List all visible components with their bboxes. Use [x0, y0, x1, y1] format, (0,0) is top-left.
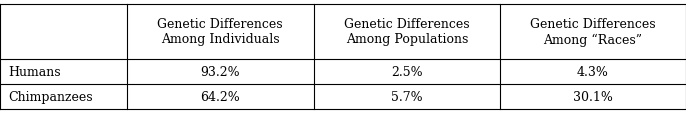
Text: 30.1%: 30.1%: [573, 90, 613, 103]
Text: 4.3%: 4.3%: [577, 65, 609, 78]
Text: 93.2%: 93.2%: [200, 65, 240, 78]
Text: Genetic Differences
Among Populations: Genetic Differences Among Populations: [344, 18, 470, 46]
Text: Genetic Differences
Among Individuals: Genetic Differences Among Individuals: [157, 18, 283, 46]
Text: Genetic Differences
Among “Races”: Genetic Differences Among “Races”: [530, 18, 656, 46]
Text: Chimpanzees: Chimpanzees: [8, 90, 93, 103]
Text: Humans: Humans: [8, 65, 61, 78]
Text: 2.5%: 2.5%: [391, 65, 423, 78]
Text: 5.7%: 5.7%: [391, 90, 423, 103]
Text: 64.2%: 64.2%: [200, 90, 240, 103]
